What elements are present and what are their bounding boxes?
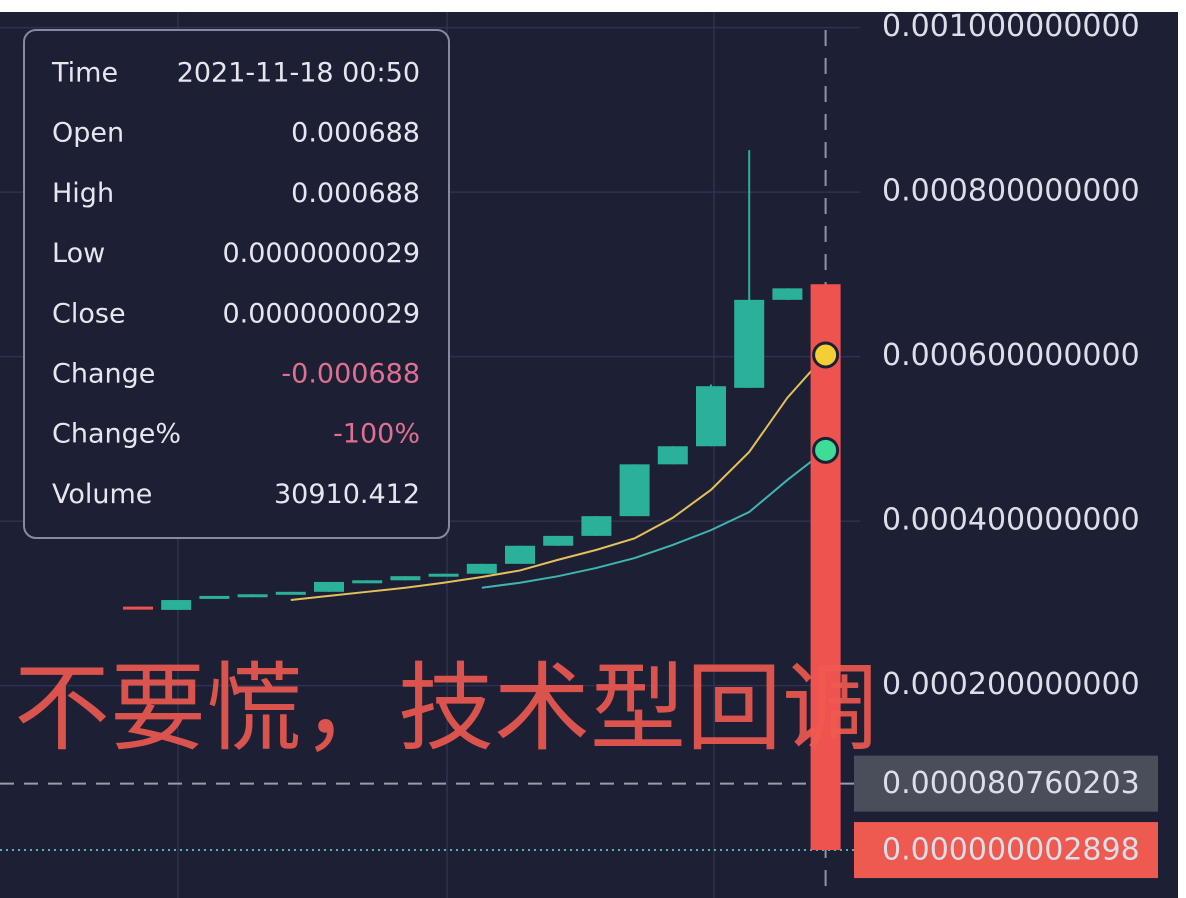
candle-body <box>657 446 688 465</box>
moving-average-marker <box>812 436 840 464</box>
tooltip-value: 0.000688 <box>291 178 420 209</box>
candle-body <box>428 573 459 577</box>
candle-body <box>543 535 574 546</box>
price-label-box <box>854 755 1158 812</box>
tooltip-value: 30910.412 <box>274 479 420 510</box>
candle-body <box>696 386 726 447</box>
candle-body <box>352 580 383 584</box>
price-label-box <box>854 822 1158 879</box>
tooltip-value: 0.0000000029 <box>222 238 420 269</box>
y-tick-label: 0.000800000000 <box>882 174 1140 209</box>
candle-body <box>505 545 535 564</box>
candles <box>123 150 841 851</box>
tooltip-value: 2021-11-18 00:50 <box>177 58 420 89</box>
candle-body <box>199 595 230 599</box>
candle-body <box>314 581 344 592</box>
moving-average-line <box>290 354 827 602</box>
candle-body <box>772 288 803 300</box>
y-axis: 0.000200000000 0.000400000000 0.0006000000… <box>882 9 1140 702</box>
tooltip-label: Volume <box>52 479 152 510</box>
candle-body <box>810 284 841 851</box>
moving-averages <box>290 354 827 602</box>
tooltip-value: 0.0000000029 <box>222 298 420 329</box>
tooltip-box <box>23 29 450 539</box>
tooltip-value: 0.000688 <box>291 118 420 149</box>
tooltip-label: Change% <box>52 419 181 450</box>
y-tick-label: 0.000600000000 <box>882 338 1140 373</box>
annotation: 不要慌，技术型回调 <box>14 652 878 764</box>
tooltip: Time 2021-11-18 00:50 Open 0.000688 High 0.00… <box>23 29 450 539</box>
tooltip-label: Change <box>52 359 155 390</box>
price-label: 0.000000002898 <box>882 833 1140 868</box>
tooltip-value: -0.000688 <box>281 359 420 390</box>
candle-body <box>237 594 268 598</box>
price-label: 0.000080760203 <box>882 766 1140 801</box>
y-tick-label: 0.000400000000 <box>882 503 1140 538</box>
candle-body <box>466 563 497 574</box>
moving-average-line <box>481 449 827 589</box>
candle-body <box>619 464 650 517</box>
tooltip-label: Open <box>52 118 124 149</box>
tooltip-label: Low <box>52 238 105 269</box>
tooltip-label: High <box>52 178 114 209</box>
candle-body <box>275 591 306 595</box>
y-tick-label: 0.001000000000 <box>882 9 1140 44</box>
candle-body <box>734 299 765 388</box>
moving-average-marker <box>812 341 840 369</box>
candle-body <box>581 516 612 536</box>
tooltip-value: -100% <box>333 419 420 450</box>
candle-body <box>123 606 153 610</box>
price-labels: 0.000080760203 0.000000002898 <box>854 755 1158 879</box>
candle-body <box>390 576 421 581</box>
price-lines <box>0 782 858 852</box>
candle-body <box>161 600 192 610</box>
tooltip-label: Close <box>52 298 126 329</box>
tooltip-label: Time <box>51 58 118 89</box>
moving-average-markers <box>812 341 840 464</box>
y-tick-label: 0.000200000000 <box>882 667 1140 702</box>
